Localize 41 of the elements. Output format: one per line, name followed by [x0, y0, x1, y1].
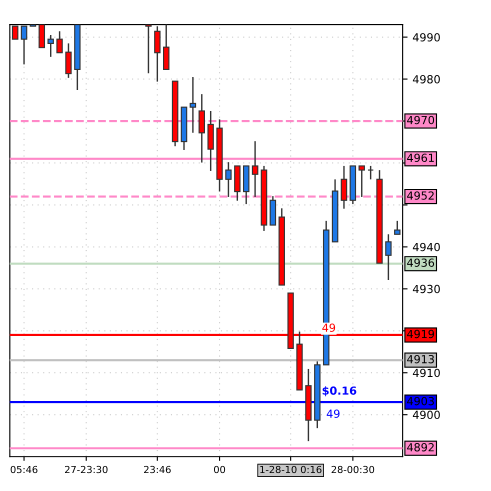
ref-line-label: 4952: [407, 191, 434, 200]
x-tick-label: 1-28-10 0:16: [260, 466, 322, 474]
ref-line-label: 4903: [407, 396, 434, 406]
y-tick-label: 4900: [412, 410, 440, 420]
candlestick: [225, 161, 232, 198]
candlestick: [394, 220, 401, 235]
y-tick-label: 4990: [412, 33, 440, 42]
candlestick: [145, 24, 152, 74]
annotation: $0.16: [322, 386, 356, 396]
y-tick-label: 4930: [412, 284, 440, 294]
candlestick: [163, 24, 170, 70]
candlestick: [198, 93, 205, 164]
y-tick-label: 4940: [412, 242, 440, 252]
ref-line-label: 4892: [407, 443, 434, 452]
x-tick-label: 00: [214, 466, 226, 474]
x-tick-label: 28-00:30: [332, 466, 374, 474]
x-tick-label: 23:46: [144, 466, 171, 474]
x-tick-label: 27-23:30: [65, 466, 108, 474]
candlestick: [367, 165, 374, 180]
candlestick: [12, 26, 18, 40]
candlestick: [385, 234, 392, 281]
candlestick: [56, 30, 63, 54]
candlestick: [38, 24, 46, 48]
candlestick: [190, 76, 196, 134]
candlestick: [358, 165, 365, 198]
candlestick: [252, 140, 258, 198]
annotation: 49: [322, 324, 336, 332]
annotation: 49: [326, 410, 340, 418]
candlestick: [20, 26, 28, 66]
candlestick: [154, 26, 161, 82]
ref-line-label: 4961: [407, 154, 434, 162]
ref-line-label: 4913: [407, 354, 434, 364]
y-tick-label: 4910: [412, 368, 440, 378]
ref-line-label: 4970: [407, 116, 434, 124]
ref-line-label: 4919: [407, 330, 434, 338]
y-tick-label: 4980: [412, 75, 440, 84]
candlestick: [47, 34, 54, 58]
candlestick: [340, 165, 348, 210]
ref-line-label: 4936: [407, 258, 434, 267]
candlestick: [65, 42, 72, 79]
x-tick-label: 05:46: [10, 466, 38, 474]
